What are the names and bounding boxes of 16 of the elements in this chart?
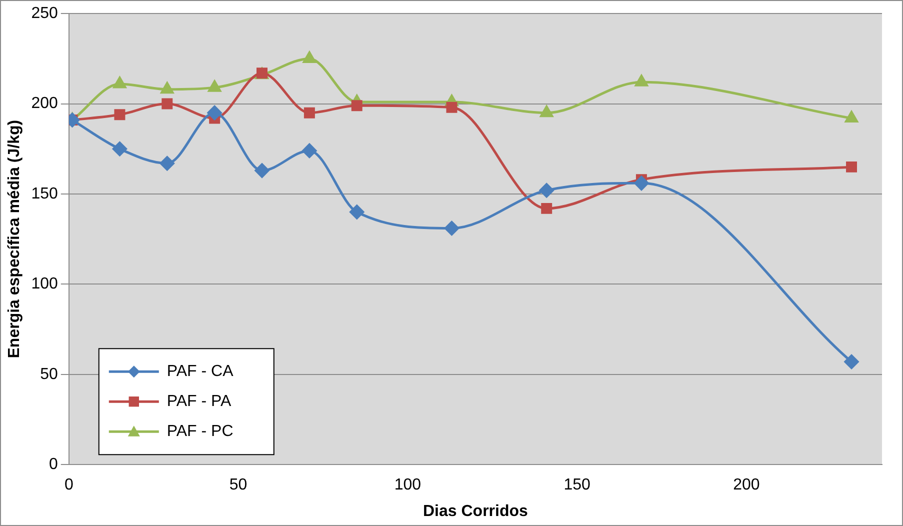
legend-label: PAF - PA <box>166 393 232 410</box>
y-tick-label: 200 <box>31 95 58 112</box>
legend-label: PAF - PC <box>166 423 234 440</box>
x-tick-label: 0 <box>64 476 74 494</box>
x-tick-label: 50 <box>229 476 248 494</box>
y-tick-label: 0 <box>48 456 58 474</box>
y-tick-label: 250 <box>31 5 58 22</box>
x-axis-title: Dias Corridos <box>422 502 528 520</box>
x-tick-label: 100 <box>394 476 422 494</box>
y-tick-label: 50 <box>40 366 58 383</box>
x-tick-label: 200 <box>733 476 760 494</box>
y-tick-label: 100 <box>31 276 58 293</box>
y-axis-title: Energia específica média (J/kg) <box>6 120 24 358</box>
legend-label: PAF - CA <box>166 363 234 380</box>
y-tick-label: 150 <box>31 185 58 202</box>
x-tick-label: 150 <box>564 476 591 494</box>
